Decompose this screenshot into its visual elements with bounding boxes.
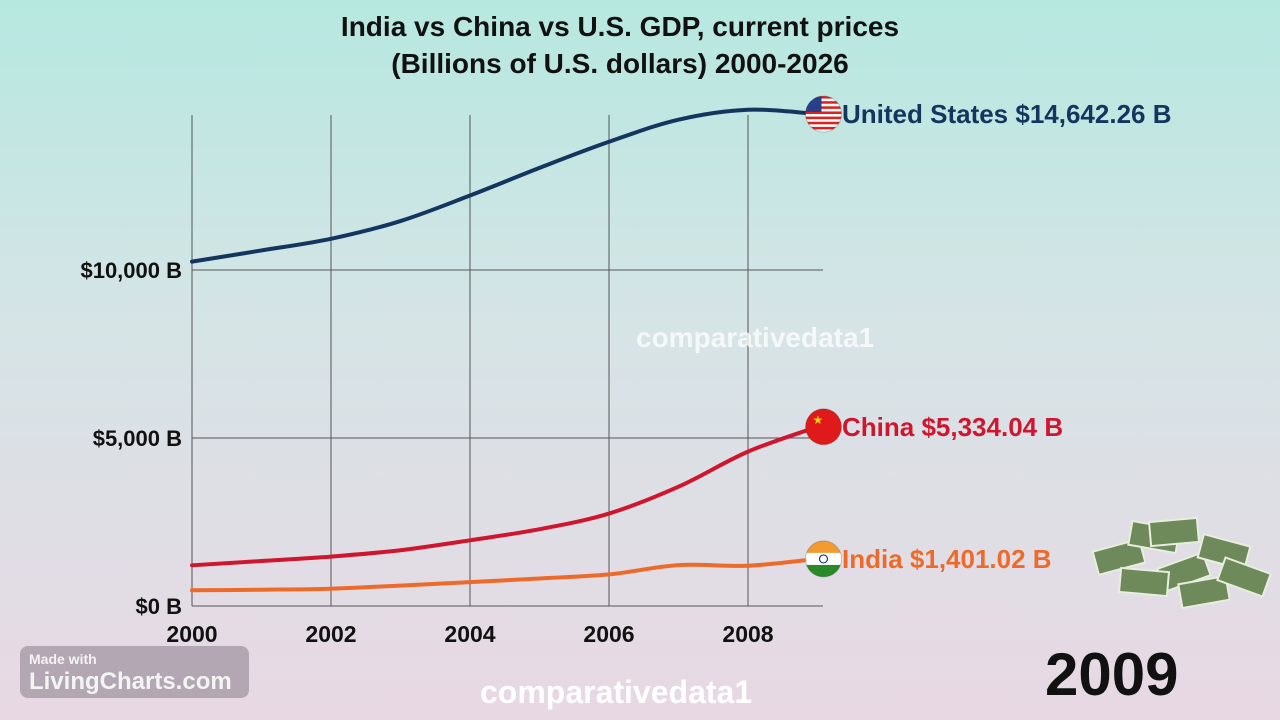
- x-tick-label: 2004: [444, 621, 495, 647]
- x-tick-label: 2000: [166, 621, 217, 647]
- money-stack-icon: [1091, 516, 1272, 610]
- chart-title: India vs China vs U.S. GDP, current pric…: [0, 8, 1240, 82]
- watermark-bottom: comparativedata1: [480, 674, 753, 710]
- svg-text:★: ★: [813, 413, 824, 427]
- end-label: China $5,334.04 B: [842, 412, 1063, 442]
- x-tick-label: 2002: [305, 621, 356, 647]
- watermark-center: comparativedata1: [636, 322, 875, 353]
- x-tick-label: 2006: [583, 621, 634, 647]
- money-bundle: [1117, 566, 1171, 598]
- money-bundle: [1216, 556, 1272, 598]
- money-bundle: [1147, 516, 1201, 548]
- subtitle-line: (Billions of U.S. dollars) 2000-2026: [391, 48, 849, 79]
- livingcharts-badge[interactable]: Made with LivingCharts.com: [20, 646, 249, 698]
- x-tick-label: 2008: [722, 621, 773, 647]
- y-tick-label: $5,000 B: [93, 426, 182, 451]
- series-line-united-states: [190, 107, 820, 264]
- current-year: 2009: [1045, 641, 1179, 708]
- china-flag-icon: ★: [805, 408, 842, 445]
- india-flag-icon: [805, 540, 842, 577]
- us-flag-icon: [805, 96, 842, 133]
- series-line-india: [190, 556, 820, 593]
- badge-line1: Made with: [29, 651, 97, 667]
- end-label: United States $14,642.26 B: [842, 99, 1172, 129]
- y-tick-label: $10,000 B: [80, 258, 182, 283]
- title-line: India vs China vs U.S. GDP, current pric…: [340, 11, 900, 42]
- end-label: India $1,401.02 B: [842, 544, 1052, 574]
- badge-line2: LivingCharts.com: [29, 668, 232, 695]
- y-tick-label: $0 B: [136, 594, 182, 619]
- series-line-china: [190, 424, 820, 568]
- money-bundle: [1177, 574, 1231, 610]
